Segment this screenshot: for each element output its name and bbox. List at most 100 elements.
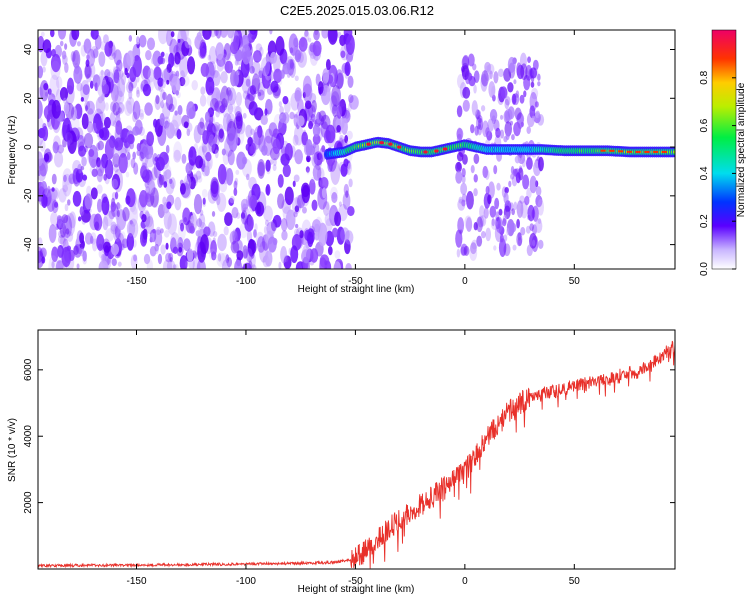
burst-blob (473, 173, 478, 183)
noise-blob (147, 68, 155, 83)
noise-blob (246, 92, 251, 100)
burst-blob (462, 99, 470, 112)
noise-blob (199, 209, 204, 216)
noise-blob (113, 163, 119, 173)
burst-blob (517, 231, 522, 241)
noise-blob (80, 165, 85, 171)
noise-blob (199, 47, 206, 58)
noise-blob (340, 227, 350, 242)
burst-blob (485, 227, 492, 242)
noise-blob (79, 232, 85, 244)
noise-blob (247, 85, 256, 102)
noise-blob (214, 103, 220, 112)
noise-blob (117, 77, 126, 98)
noise-blob (322, 68, 330, 84)
noise-blob (43, 148, 52, 164)
burst-blob (504, 96, 511, 106)
burst-blob (479, 205, 485, 219)
noise-blob (224, 60, 234, 74)
burst-blob (480, 230, 486, 239)
noise-blob (80, 79, 90, 102)
noise-blob (73, 65, 83, 84)
burst-blob (535, 110, 541, 119)
noise-blob (162, 79, 166, 89)
noise-blob (38, 250, 45, 269)
noise-blob (331, 84, 341, 107)
burst-blob (456, 73, 465, 89)
noise-blob (196, 258, 206, 269)
noise-blob (112, 120, 117, 128)
noise-blob (269, 30, 273, 35)
noise-blob (251, 264, 257, 269)
burst-blob (504, 98, 510, 110)
noise-blob (160, 51, 165, 58)
noise-blob (314, 113, 323, 132)
burst-blob (456, 151, 464, 162)
noise-blob (91, 158, 97, 168)
noise-blob (210, 180, 219, 198)
noise-blob (347, 206, 355, 217)
noise-blob (223, 226, 229, 236)
noise-blob (114, 126, 123, 141)
noise-blob (283, 254, 289, 263)
noise-blob (312, 143, 317, 149)
noise-blob (166, 260, 176, 269)
noise-blob (317, 180, 322, 189)
noise-blob (288, 33, 299, 56)
burst-blob (479, 215, 487, 227)
noise-blob (118, 152, 128, 174)
noise-blob (229, 230, 237, 245)
burst-blob (496, 182, 501, 191)
noise-blob (228, 197, 234, 206)
noise-blob (214, 149, 219, 159)
burst-blob (465, 69, 471, 80)
burst-blob (525, 225, 531, 234)
noise-blob (249, 30, 257, 35)
noise-blob (295, 195, 304, 209)
burst-blob (473, 188, 478, 197)
noise-blob (337, 31, 342, 39)
noise-blob (327, 30, 338, 45)
noise-blob (100, 69, 104, 76)
burst-blob (511, 175, 518, 187)
noise-blob (117, 232, 125, 252)
noise-blob (252, 132, 261, 150)
noise-blob (160, 89, 166, 102)
burst-blob (519, 195, 525, 204)
noise-blob (240, 210, 248, 225)
noise-blob (110, 201, 117, 212)
noise-blob (346, 130, 353, 140)
noise-blob (152, 228, 156, 234)
noise-blob (193, 251, 198, 259)
noise-blob (283, 255, 292, 269)
noise-blob (141, 169, 150, 183)
burst-blob (480, 105, 486, 112)
burst-blob (512, 244, 517, 251)
signal-peak (600, 149, 606, 152)
signal-peak (661, 150, 667, 153)
noise-blob (220, 91, 227, 101)
burst-blob (537, 239, 544, 249)
noise-blob (214, 102, 220, 111)
burst-blob (500, 86, 508, 99)
noise-blob (264, 61, 272, 77)
noise-blob (178, 246, 183, 253)
noise-blob (91, 238, 98, 252)
noise-blob (154, 243, 159, 252)
noise-blob (90, 45, 99, 59)
colorbar-tick-label: 0.6 (699, 118, 710, 132)
noise-blob (312, 134, 321, 145)
noise-blob (61, 50, 67, 60)
noise-blob (263, 205, 273, 222)
noise-blob (293, 124, 304, 146)
y-tick-label: 6000 (23, 358, 34, 381)
noise-blob (89, 213, 99, 231)
burst-blob (505, 130, 510, 141)
noise-blob (321, 30, 329, 39)
burst-blob (511, 134, 515, 141)
noise-blob (121, 72, 127, 86)
noise-blob (208, 135, 215, 147)
noise-blob (173, 149, 182, 163)
noise-blob (336, 125, 341, 133)
noise-blob (109, 111, 116, 127)
